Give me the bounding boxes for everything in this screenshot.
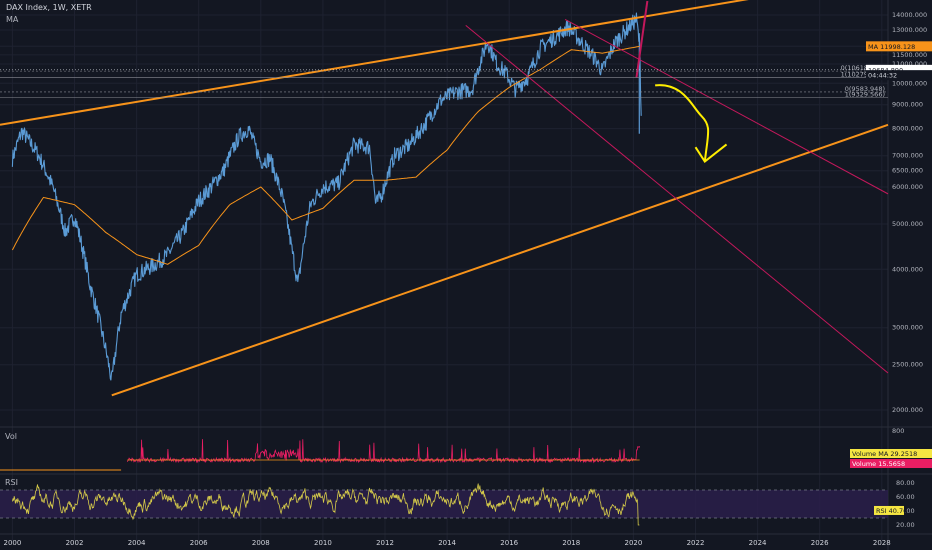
time-axis: 2000 2002 2004 2006 2008 2010 2012 2014 2016 2018… [4,539,891,547]
channel-upper-line [0,0,749,126]
volume-tag: Volume 15.5658 [852,460,905,468]
volume-tag-bg [850,459,932,468]
rsi-tick-label: 60.00 [896,493,915,501]
pink-trendlines [465,0,889,374]
x-tick-label: 2002 [66,539,84,547]
y-tick-label: 2500.000 [892,361,923,369]
pink-line-lower [465,25,889,374]
rsi-band [0,490,888,518]
x-tick-label: 2000 [4,539,22,547]
x-tick-label: 2010 [314,539,332,547]
rsi-tick-label: 40.00 [896,507,915,515]
last-price-tag-bg [866,64,932,75]
price-series [11,12,642,381]
indicator-label: MA [6,15,19,24]
fib-label: 1(9329.566) [845,90,885,98]
x-tick-label: 2018 [562,539,580,547]
x-tick-label: 2016 [500,539,518,547]
y-tick-label: 7000.000 [892,152,923,160]
rsi-pane: 80.00 60.00 40.00 20.00 RSI 40.76 [0,479,915,529]
y-tick-label: 14000.000 [892,11,927,19]
rsi-tick-label: 80.00 [896,479,915,487]
y-tick-label: 3000.000 [892,324,923,332]
volume-ma-tag-bg [850,449,932,458]
x-tick-label: 2026 [811,539,829,547]
volume-ma-tag: Volume MA 29.2518 [852,450,917,458]
arrow-shaft [655,84,710,162]
grid-lines [0,0,888,540]
ma-value-tag-bg [866,41,932,52]
y-tick-label: 6000.000 [892,183,923,191]
rsi-pane-label: RSI [5,478,18,487]
chart-title: DAX Index, 1W, XETR [6,3,92,12]
y-tick-label: 5000.000 [892,220,923,228]
x-tick-label: 2008 [252,539,270,547]
x-tick-label: 2024 [749,539,767,547]
x-tick-label: 2012 [376,539,394,547]
y-tick-label: 11000.000 [892,60,927,68]
rsi-tick-label: 20.00 [896,521,915,529]
rsi-value-tag: RSI 40.76 [876,507,907,515]
fib-levels: 0(10618.434)1(10279.258) 0(9583.948)1(932… [0,64,888,98]
x-tick-label: 2022 [687,539,705,547]
rsi-tag-bg [874,505,904,515]
fib-label: 0(9583.948) [845,85,885,93]
y-tick-label: 4000.000 [892,265,923,273]
y-tick-label: 8000.000 [892,125,923,133]
countdown-tag-bg [866,70,932,81]
ma-value-tag: MA 11998.128 [868,43,915,51]
y-tick-label: 10000.000 [892,79,927,87]
y-tick-label: 11500.000 [892,51,927,59]
price-line [11,12,642,381]
rsi-line [12,483,640,526]
y-tick-label: 13000.000 [892,26,927,34]
pink-line-upper [564,18,889,195]
x-tick-label: 2006 [190,539,208,547]
arrow-head [694,143,728,164]
x-tick-label: 2014 [438,539,456,547]
pink-line-steep [635,0,649,78]
volume-pane: 800 Volume MA 29.2518 Volume 15.5658 [0,427,932,471]
x-tick-label: 2020 [624,539,642,547]
channel-lower-line [111,123,889,397]
volume-pane-label: Vol [5,432,17,441]
fib-label: 0(10618.434) [841,64,885,72]
trend-channel [0,0,889,397]
y-tick-label: 9000.000 [892,101,923,109]
countdown-tag: 04:44:32 [868,72,897,80]
drawn-arrow [655,84,728,164]
y-tick-label: 2000.000 [892,406,923,414]
ma-line [11,45,640,265]
volume-axis-label: 800 [892,427,904,435]
y-tick-label: 6500.000 [892,167,923,175]
x-tick-label: 2028 [873,539,891,547]
x-tick-label: 2004 [128,539,146,547]
fib-label: 1(10279.258) [841,71,885,79]
